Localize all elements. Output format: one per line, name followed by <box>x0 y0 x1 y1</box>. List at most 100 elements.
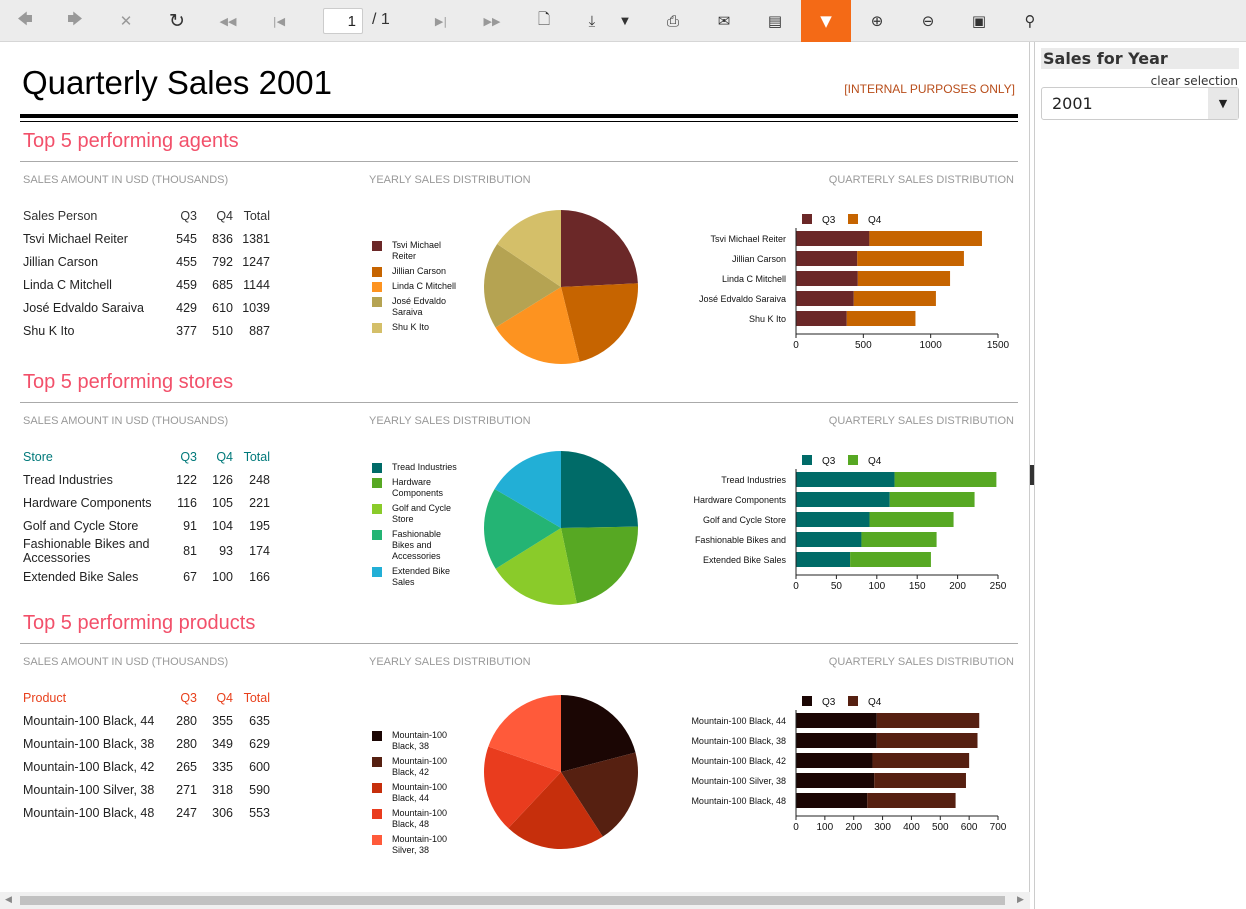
bar-q4[interactable] <box>872 753 970 768</box>
x-tick-label: 1000 <box>920 340 943 351</box>
bar-q4[interactable] <box>857 251 964 266</box>
next-page-icon[interactable]: ▶| <box>434 14 448 28</box>
bar-q3[interactable] <box>796 793 868 808</box>
scrollbar-thumb[interactable] <box>20 896 1005 905</box>
pie-subtitle: YEARLY SALES DISTRIBUTION <box>369 656 531 668</box>
pie-slice[interactable] <box>508 772 603 849</box>
document-map-icon[interactable]: ▤ <box>767 12 783 30</box>
x-tick-label: 600 <box>961 822 978 833</box>
pie-slice[interactable] <box>488 695 561 772</box>
pie-slice[interactable] <box>561 210 638 287</box>
export-icon[interactable]: ⤓ <box>588 12 596 30</box>
horizontal-scrollbar[interactable]: ◀ ▶ <box>0 892 1030 909</box>
bar-q3[interactable] <box>796 291 854 306</box>
bar-q3[interactable] <box>796 713 877 728</box>
fit-page-icon[interactable]: ▣ <box>971 12 987 30</box>
zoom-in-icon[interactable]: ⊕ <box>870 12 884 30</box>
legend-item: Hardware Components <box>372 477 462 499</box>
pie-slice[interactable] <box>561 451 638 528</box>
table-cell: Shu K Ito <box>23 323 75 338</box>
pie-slice[interactable] <box>494 451 561 528</box>
bar-q4[interactable] <box>894 472 997 487</box>
bar-q4[interactable] <box>874 773 966 788</box>
bar-q4[interactable] <box>850 552 931 567</box>
bar-q3[interactable] <box>796 773 875 788</box>
pie-slice[interactable] <box>561 283 638 362</box>
table-row: Fashionable Bikes and Accessories 81 93 174 <box>23 537 270 565</box>
legend-swatch <box>848 696 858 706</box>
stop-icon[interactable]: ✕ <box>119 12 133 30</box>
print-icon[interactable]: ⎙ <box>666 12 679 30</box>
scroll-right-icon[interactable]: ▶ <box>1017 895 1024 905</box>
forward-icon[interactable]: 🡆 <box>67 9 83 28</box>
pie-slice[interactable] <box>484 243 561 328</box>
zoom-out-icon[interactable]: ⊖ <box>921 12 935 30</box>
splitter-handle[interactable] <box>1030 465 1034 485</box>
chevron-down-icon[interactable]: ▼ <box>621 15 629 27</box>
bar-q3[interactable] <box>796 231 870 246</box>
bar-q3[interactable] <box>796 552 851 567</box>
bar-q3[interactable] <box>796 753 873 768</box>
table-row: Mountain-100 Black, 42 265 335 600 <box>23 755 270 778</box>
bar-q4[interactable] <box>867 793 956 808</box>
legend-swatch <box>372 267 382 277</box>
x-tick-label: 500 <box>932 822 949 833</box>
year-select[interactable]: 2001 ▼ <box>1041 87 1239 120</box>
bar-q3[interactable] <box>796 271 858 286</box>
bar-q3[interactable] <box>796 532 862 547</box>
sales-table: Store Q3 Q4 Total Tread Industries 122 126 248 H… <box>23 445 270 588</box>
email-icon[interactable]: ✉ <box>717 12 731 30</box>
legend-label: Tread Industries <box>392 462 457 472</box>
x-tick-label: 300 <box>874 822 891 833</box>
table-subtitle: SALES AMOUNT IN USD (THOUSANDS) <box>23 415 229 427</box>
bar-q3[interactable] <box>796 251 858 266</box>
bar-q3[interactable] <box>796 311 847 326</box>
last-page-icon[interactable]: ▶▶ <box>483 14 501 28</box>
page-number-input[interactable] <box>323 8 363 34</box>
legend-item: Mountain-100 Black, 44 <box>372 782 462 804</box>
bar-q4[interactable] <box>853 291 936 306</box>
previous-page-icon[interactable]: |◀ <box>272 14 286 28</box>
bar-category-label: Mountain-100 Black, 38 <box>691 736 786 746</box>
pie-slice[interactable] <box>495 528 577 605</box>
first-page-icon[interactable]: ◀◀ <box>219 14 237 28</box>
chevron-down-icon[interactable]: ▼ <box>1208 88 1238 119</box>
column-header: Sales Person <box>23 208 98 223</box>
year-select-value: 2001 <box>1052 94 1093 113</box>
page-setup-icon[interactable]: 🗋 <box>537 9 551 28</box>
bar-q4[interactable] <box>869 512 954 527</box>
pie-slice[interactable] <box>561 526 638 604</box>
legend-swatch <box>372 478 382 488</box>
pie-slice[interactable] <box>495 287 580 364</box>
legend-item: Mountain-100 Black, 48 <box>372 808 462 830</box>
table-cell: 105 <box>212 495 233 510</box>
pie-slice[interactable] <box>561 752 638 837</box>
bar-q4[interactable] <box>861 532 937 547</box>
legend-swatch <box>802 455 812 465</box>
pie-slice[interactable] <box>484 746 561 829</box>
filter-icon[interactable]: ▼ <box>801 0 851 42</box>
bar-q4[interactable] <box>869 231 982 246</box>
bar-q3[interactable] <box>796 733 877 748</box>
back-icon[interactable]: 🡄 <box>17 9 33 28</box>
bar-q4[interactable] <box>876 733 978 748</box>
scroll-left-icon[interactable]: ◀ <box>5 895 12 905</box>
bar-q4[interactable] <box>846 311 916 326</box>
table-cell: 510 <box>212 323 233 338</box>
bar-q4[interactable] <box>857 271 951 286</box>
x-tick-label: 250 <box>990 581 1007 592</box>
bar-q4[interactable] <box>876 713 980 728</box>
bar-q3[interactable] <box>796 472 895 487</box>
refresh-icon[interactable]: ↻ <box>169 10 185 32</box>
bar-q4[interactable] <box>889 492 975 507</box>
pie-slice[interactable] <box>561 695 636 772</box>
bar-q3[interactable] <box>796 492 890 507</box>
divider <box>20 643 1018 644</box>
pie-slice[interactable] <box>497 210 561 287</box>
bar-q3[interactable] <box>796 512 870 527</box>
pie-slice[interactable] <box>484 488 561 569</box>
x-tick-label: 700 <box>990 822 1007 833</box>
table-cell: 306 <box>212 805 233 820</box>
clear-selection-link[interactable]: clear selection <box>1150 74 1238 88</box>
search-icon[interactable]: ⚲ <box>1024 12 1036 30</box>
